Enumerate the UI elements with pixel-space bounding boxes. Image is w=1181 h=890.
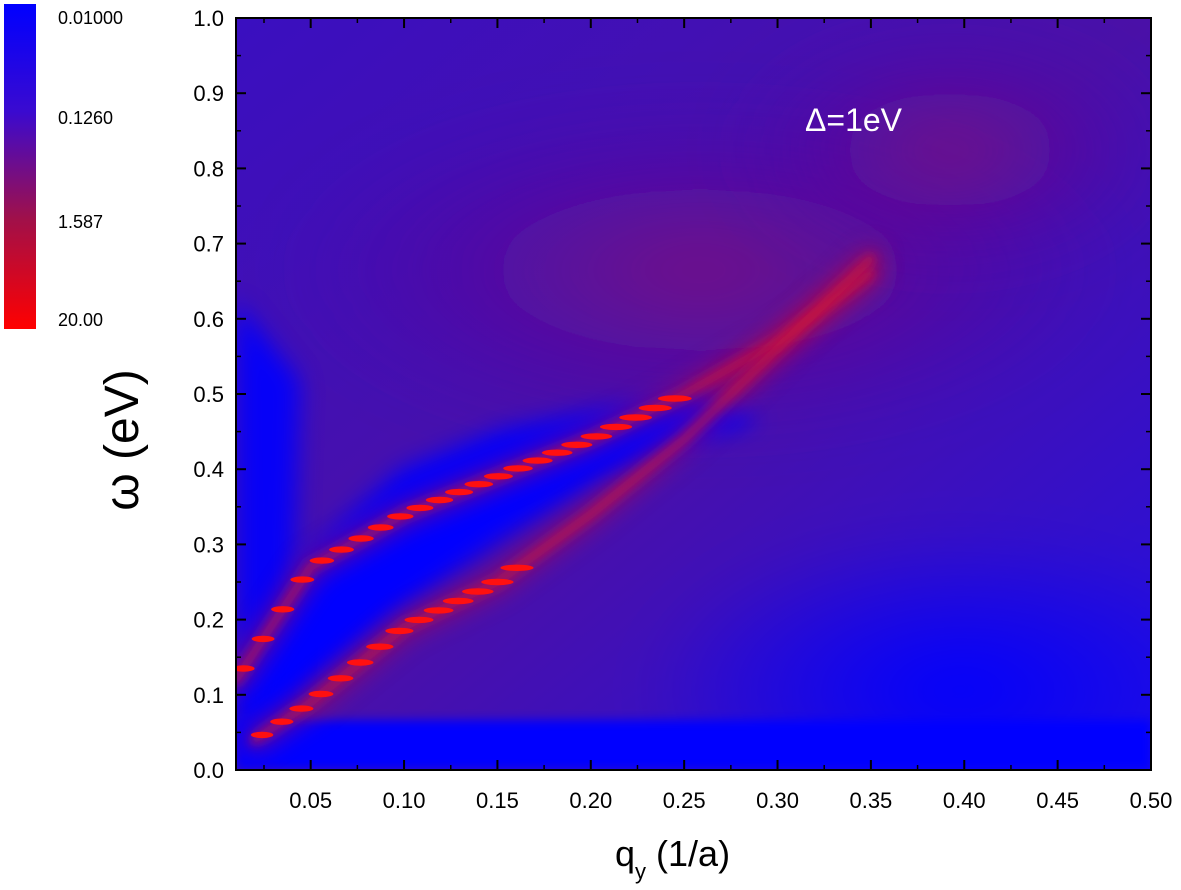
y-tick-label: 0.2 xyxy=(193,608,224,633)
branch-mark xyxy=(366,643,394,650)
colorbar-label-3: 20.00 xyxy=(58,310,103,330)
branch-mark xyxy=(348,535,374,542)
x-tick-label: 0.05 xyxy=(289,788,332,813)
y-tick-label: 0.9 xyxy=(193,81,224,106)
y-tick-label: 1.0 xyxy=(193,6,224,31)
colorbar-label-1: 0.1260 xyxy=(58,108,113,128)
branch-mark xyxy=(406,504,434,512)
branch-mark xyxy=(561,441,593,448)
branch-mark xyxy=(462,588,494,595)
branch-mark xyxy=(464,481,494,488)
branch-mark xyxy=(270,718,294,725)
branch-mark xyxy=(346,659,374,666)
branch-mark xyxy=(251,635,275,643)
y-tick-label: 0.0 xyxy=(193,758,224,783)
y-tick-label: 0.6 xyxy=(193,307,224,332)
y-tick-label: 0.3 xyxy=(193,532,224,557)
branch-mark xyxy=(483,473,513,480)
colorbar: 0.01000 0.1260 1.587 20.00 xyxy=(4,4,123,330)
branch-mark xyxy=(236,665,255,672)
colorbar-label-2: 1.587 xyxy=(58,212,103,232)
branch-mark xyxy=(445,488,474,496)
x-tick-label: 0.15 xyxy=(476,788,519,813)
branch-mark xyxy=(481,578,514,586)
blue-region-bottom xyxy=(236,720,1151,770)
x-tick-label: 0.25 xyxy=(663,788,706,813)
branch-mark xyxy=(541,449,573,456)
x-axis-title: qy (1/a) xyxy=(615,833,730,884)
colorbar-label-0: 0.01000 xyxy=(58,8,123,28)
x-tick-label: 0.20 xyxy=(569,788,612,813)
x-axis: 0.05 0.10 0.15 0.20 0.25 0.30 0.35 0.40 0.45 0.50 xyxy=(263,18,1173,813)
branch-mark xyxy=(309,557,335,564)
colorbar-gradient xyxy=(4,4,36,329)
branch-core xyxy=(250,254,875,744)
branch-mark xyxy=(423,607,454,614)
x-tick-label: 0.10 xyxy=(383,788,426,813)
branch-mark xyxy=(599,423,633,431)
annotation-gap: Δ=1eV xyxy=(805,102,903,138)
y-tick-label: 0.5 xyxy=(193,382,224,407)
branch-mark xyxy=(638,404,672,412)
branch-mark xyxy=(522,457,553,464)
branch-mark xyxy=(367,524,394,531)
purple-region-upper xyxy=(730,30,1151,270)
y-tick-label: 0.8 xyxy=(193,156,224,181)
x-tick-label: 0.35 xyxy=(849,788,892,813)
x-tick-label: 0.40 xyxy=(943,788,986,813)
x-tick-label: 0.45 xyxy=(1036,788,1079,813)
branch-mark xyxy=(329,546,354,553)
branch-mark xyxy=(442,597,474,605)
blue-region-lower-right xyxy=(640,530,1151,770)
branch-mark xyxy=(500,564,534,571)
y-axis-title: ω (eV) xyxy=(96,369,149,511)
branch-mark xyxy=(657,395,692,402)
x-tick-label: 0.30 xyxy=(756,788,799,813)
branch-mark xyxy=(385,627,414,635)
branch-mark xyxy=(580,433,613,440)
branch-mark xyxy=(250,731,274,739)
branch-mark xyxy=(289,705,314,712)
y-tick-label: 0.1 xyxy=(193,683,224,708)
y-tick-label: 0.4 xyxy=(193,457,224,482)
branch-mark xyxy=(387,513,414,520)
branch-mark xyxy=(308,690,334,698)
y-tick-label: 0.7 xyxy=(193,232,224,257)
branch-mark xyxy=(327,675,354,682)
x-tick-label: 0.50 xyxy=(1130,788,1173,813)
y-axis: 0.0 0.1 0.2 0.3 0.4 0.5 0.6 0.7 0.8 0.9 1.0 xyxy=(193,6,1151,783)
branch-mark xyxy=(503,465,533,472)
branch-mark xyxy=(425,496,454,504)
branch-mark xyxy=(271,606,295,613)
branch-mark xyxy=(404,616,434,624)
branch-mark xyxy=(290,576,315,583)
heatmap-area xyxy=(236,18,1151,770)
branch-mark xyxy=(619,414,652,421)
